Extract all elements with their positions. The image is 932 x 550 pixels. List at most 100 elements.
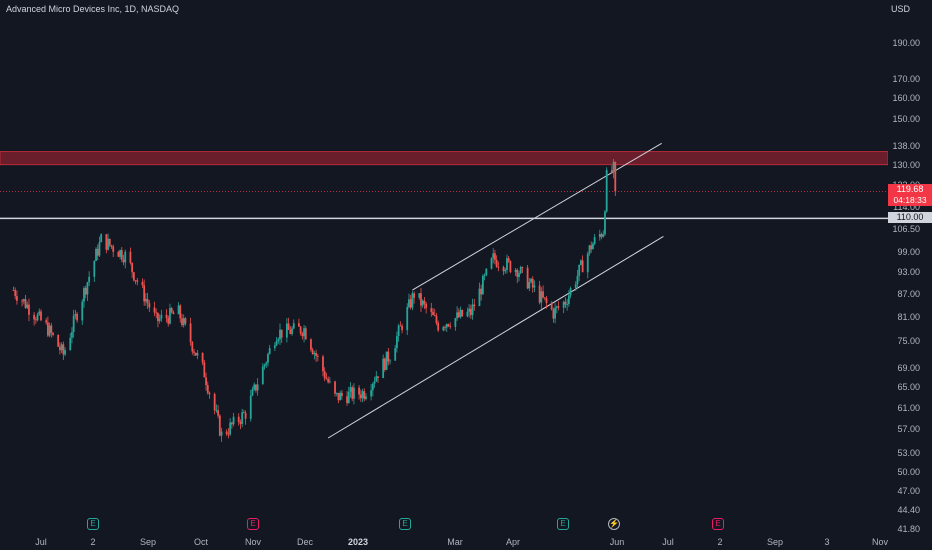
candle-body-down — [337, 392, 340, 401]
candle-body-down — [542, 291, 544, 298]
candle-body-up — [456, 312, 458, 319]
candle-body-down — [480, 288, 483, 295]
candle-body-down — [191, 342, 194, 352]
candle-body-up — [177, 305, 180, 315]
candle-body-up — [347, 391, 350, 404]
time-tick-label: Jun — [609, 537, 625, 547]
candle-body-down — [526, 267, 529, 289]
candle-body-up — [36, 314, 39, 321]
candle-body-down — [435, 315, 438, 323]
candle-body-up — [160, 314, 163, 319]
candle-body-up — [554, 307, 557, 319]
price-chart[interactable] — [0, 0, 888, 530]
candle-body-up — [74, 313, 77, 316]
candle-body-up — [95, 248, 97, 261]
candle-body-up — [396, 336, 398, 349]
candle-body-up — [158, 318, 161, 321]
candle-body-down — [310, 339, 312, 350]
candle-body-up — [411, 293, 414, 308]
candle-body-down — [521, 267, 524, 268]
candle-body-up — [361, 391, 364, 399]
candle-body-up — [83, 287, 85, 302]
candle-body-down — [543, 297, 546, 299]
earnings-event-icon[interactable]: E — [87, 518, 99, 530]
candle-body-down — [509, 261, 512, 273]
split-event-icon[interactable]: ⚡ — [608, 518, 620, 530]
candle-body-up — [373, 381, 376, 384]
candle-body-down — [242, 412, 245, 414]
candle-body-up — [385, 351, 388, 370]
candle-body-up — [567, 295, 570, 304]
candle-body-down — [447, 324, 450, 327]
candle-body-down — [359, 394, 362, 399]
candle-body-down — [218, 415, 221, 436]
candle-body-down — [494, 253, 496, 260]
candle-body-down — [227, 433, 230, 435]
candle-body-up — [273, 345, 276, 349]
candle-body-down — [148, 303, 151, 308]
candle-body-up — [612, 162, 615, 173]
candle-body-down — [437, 322, 440, 331]
candle-body-up — [328, 381, 331, 383]
candle-body-down — [105, 234, 108, 250]
candle-body-down — [96, 248, 99, 256]
candle-body-down — [255, 384, 257, 391]
price-axis[interactable]: USD 190.00 170.00 160.00 150.00 138.00 130.00… — [888, 0, 932, 550]
candle-body-up — [38, 311, 41, 315]
candle-body-down — [16, 296, 18, 301]
candle-body-down — [110, 245, 113, 247]
candle-body-up — [353, 387, 355, 399]
candle-body-down — [52, 332, 54, 335]
candle-body-down — [610, 170, 613, 173]
candle-body-down — [425, 303, 428, 309]
candle-body-up — [408, 299, 410, 307]
candle-body-up — [578, 264, 581, 276]
candle-body-up — [566, 303, 569, 305]
candle-body-up — [100, 234, 103, 243]
candle-body-down — [203, 362, 206, 378]
candle-body-down — [301, 333, 304, 337]
candle-body-down — [14, 290, 17, 297]
candle-body-up — [268, 348, 271, 355]
candle-body-up — [514, 269, 517, 273]
candle-body-down — [34, 319, 37, 321]
candle-body-down — [59, 346, 61, 351]
time-tick-label: Jul — [662, 537, 674, 547]
candle-body-up — [562, 301, 565, 308]
dividend-event-icon[interactable]: E — [712, 518, 724, 530]
candle-body-up — [471, 304, 474, 316]
candle-body-up — [592, 243, 594, 250]
price-tick-label: 160.00 — [892, 93, 920, 104]
time-tick-label: 2 — [717, 537, 723, 547]
candle-body-up — [593, 237, 596, 244]
earnings-event-icon[interactable]: E — [399, 518, 411, 530]
candle-body-down — [552, 309, 555, 319]
candle-body-down — [363, 391, 366, 399]
price-tick-label: 47.00 — [897, 486, 920, 497]
candle-body-down — [469, 308, 472, 316]
price-tick-label: 114.00 — [893, 201, 920, 212]
price-tick-label: 99.00 — [897, 247, 920, 258]
candle-body-up — [468, 308, 471, 312]
candle-body-down — [600, 234, 603, 237]
candle-body-down — [134, 280, 137, 282]
candle-body-down — [112, 246, 115, 252]
candle-body-up — [339, 392, 342, 401]
candle-body-up — [418, 293, 421, 298]
level-price-tag: 110.00 — [888, 212, 932, 223]
earnings-event-icon[interactable]: E — [557, 518, 569, 530]
candle-body-up — [144, 298, 147, 302]
candle-body-down — [298, 323, 300, 327]
candle-body-up — [72, 315, 75, 333]
candle-body-up — [98, 242, 101, 256]
candle-body-up — [279, 329, 281, 340]
candle-body-up — [574, 284, 577, 289]
candle-body-down — [340, 392, 343, 397]
candle-body-down — [213, 394, 216, 411]
candle-body-up — [303, 328, 305, 337]
time-axis[interactable] — [0, 530, 888, 550]
candle-body-down — [132, 272, 135, 281]
dividend-event-icon[interactable]: E — [247, 518, 259, 530]
candle-body-up — [478, 288, 481, 307]
candle-body-up — [490, 258, 493, 269]
